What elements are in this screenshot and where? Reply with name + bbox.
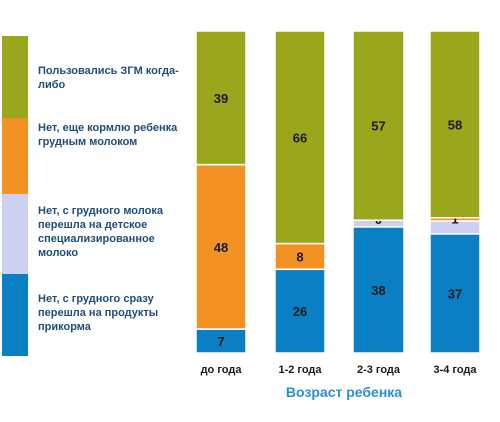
bar-segment xyxy=(195,30,247,166)
legend-swatch xyxy=(2,274,28,356)
bar-segment xyxy=(352,226,405,354)
bar-segment xyxy=(274,242,326,271)
bar-segment xyxy=(274,30,326,245)
legend-label: Нет, с грудного молока перешла на детско… xyxy=(38,205,163,259)
legend: Пользовались ЗГМ когда-либо Нет, еще корм… xyxy=(2,36,192,356)
data-label: 38 xyxy=(371,283,385,298)
legend-label: Нет, еще кормлю ребенка грудным молоком xyxy=(38,122,178,148)
data-label: 8 xyxy=(296,249,303,264)
data-label: 39 xyxy=(214,91,228,106)
bar-segment xyxy=(429,30,481,219)
data-label: 37 xyxy=(448,286,462,301)
x-axis-title: Возраст ребенка xyxy=(286,384,402,400)
legend-swatch xyxy=(2,36,28,118)
data-label: 26 xyxy=(293,304,307,319)
data-label: 66 xyxy=(293,130,307,145)
category-label: до года xyxy=(201,364,243,376)
legend-swatch xyxy=(2,118,28,194)
legend-swatch xyxy=(2,194,28,274)
data-label: 1 xyxy=(451,211,458,226)
bar-segment xyxy=(195,163,247,330)
category-label: 3-4 года xyxy=(433,364,477,376)
category-label: 2-3 года xyxy=(357,364,401,376)
bar-segment xyxy=(352,30,405,221)
category-label: 1-2 года xyxy=(278,364,322,376)
bar-segment xyxy=(429,233,481,354)
data-label: 48 xyxy=(214,240,228,255)
legend-label: Нет, с грудного сразу перешла на продукт… xyxy=(38,293,159,333)
data-label: 7 xyxy=(217,334,224,349)
data-label: 57 xyxy=(371,119,385,134)
legend-label: Пользовались ЗГМ когда-либо xyxy=(38,65,179,91)
data-label: 58 xyxy=(448,117,462,132)
